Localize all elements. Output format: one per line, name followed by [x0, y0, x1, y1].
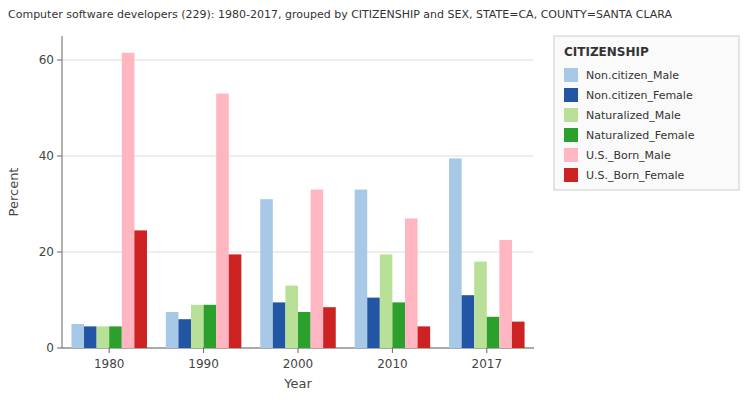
bar: [109, 326, 122, 348]
y-tick: [57, 156, 62, 157]
legend-swatch: [564, 168, 578, 182]
bar: [84, 326, 97, 348]
bar: [323, 307, 336, 348]
bar: [380, 254, 393, 348]
y-tick: [57, 60, 62, 61]
bar: [487, 317, 500, 348]
legend-label: Naturalized_Female: [586, 129, 695, 142]
bar: [191, 305, 204, 348]
y-tick-label: 0: [46, 341, 54, 355]
legend-box: [554, 36, 739, 190]
x-tick-label: 2017: [472, 357, 503, 371]
bar: [216, 94, 229, 348]
bar: [311, 190, 324, 348]
x-tick-label: 1980: [94, 357, 125, 371]
x-tick: [298, 348, 299, 353]
x-tick-label: 1990: [188, 357, 219, 371]
legend-label: U.S._Born_Male: [586, 149, 671, 162]
legend-swatch: [564, 148, 578, 162]
bar: [71, 324, 84, 348]
bar: [512, 322, 525, 348]
bar: [204, 305, 217, 348]
legend-swatch: [564, 88, 578, 102]
bar: [273, 302, 286, 348]
chart-container: Computer software developers (229): 1980…: [0, 0, 749, 400]
y-tick-label: 20: [39, 245, 54, 259]
x-tick: [392, 348, 393, 353]
chart-title: Computer software developers (229): 1980…: [8, 8, 673, 21]
x-tick-label: 2010: [377, 357, 408, 371]
bar: [178, 319, 191, 348]
bar: [355, 190, 368, 348]
bar: [474, 262, 487, 348]
legend-swatch: [564, 108, 578, 122]
legend: CITIZENSHIP Non.citizen_Male Non.citizen_F…: [554, 36, 739, 190]
x-tick: [203, 348, 204, 353]
y-axis-label: Percent: [6, 168, 21, 217]
bar: [462, 295, 475, 348]
bars: [71, 53, 524, 348]
bar: [449, 158, 462, 348]
legend-label: U.S._Born_Female: [586, 169, 685, 182]
x-tick: [109, 348, 110, 353]
bar: [166, 312, 179, 348]
legend-label: Naturalized_Male: [586, 109, 681, 122]
bar: [122, 53, 135, 348]
bar: [392, 302, 405, 348]
y-axis-line: [62, 36, 63, 348]
bar: [367, 298, 380, 348]
bar: [499, 240, 512, 348]
bar: [405, 218, 418, 348]
legend-label: Non.citizen_Male: [586, 69, 679, 82]
y-tick-label: 60: [39, 53, 54, 67]
y-tick: [57, 252, 62, 253]
x-tick-label: 2000: [283, 357, 314, 371]
chart-svg: Computer software developers (229): 1980…: [0, 0, 749, 400]
bar: [418, 326, 431, 348]
legend-swatch: [564, 68, 578, 82]
y-tick-label: 40: [39, 149, 54, 163]
bar: [285, 286, 298, 348]
y-tick: [57, 348, 62, 349]
legend-title: CITIZENSHIP: [564, 45, 649, 59]
bar: [97, 326, 110, 348]
bar: [298, 312, 311, 348]
legend-swatch: [564, 128, 578, 142]
x-tick: [486, 348, 487, 353]
bar: [134, 230, 147, 348]
x-axis-label: Year: [283, 376, 312, 391]
legend-label: Non.citizen_Female: [586, 89, 693, 102]
bar: [260, 199, 273, 348]
bar: [229, 254, 242, 348]
